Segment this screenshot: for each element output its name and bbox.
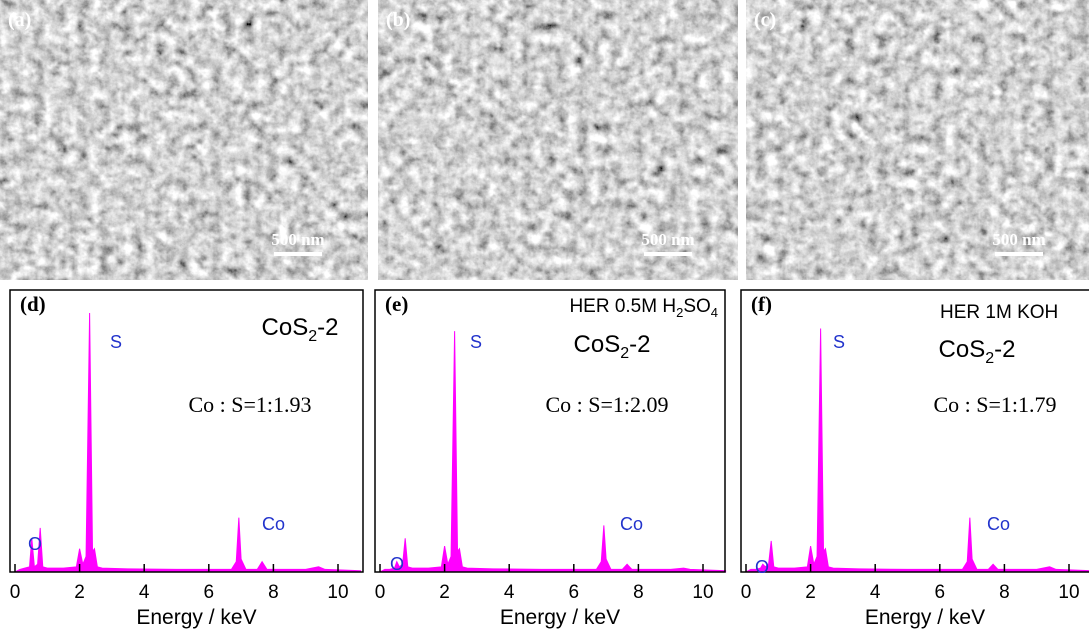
label-part: 2 [985, 350, 994, 367]
compound-label: CoS2-2 [939, 336, 1016, 367]
ratio-label: Co : S=1:2.09 [545, 392, 668, 417]
scale-bar-label: 500 nm [271, 230, 324, 249]
label-part: CoS [262, 314, 309, 341]
peak-label: S [833, 332, 845, 352]
x-tick-label: 10 [327, 582, 348, 603]
peak-label: O [755, 557, 769, 577]
panel-label: (e) [385, 292, 408, 316]
label-part: CoS [939, 336, 986, 363]
x-tick-label: 0 [10, 582, 21, 603]
x-axis-label: Energy / keV [865, 606, 985, 629]
x-tick-label: 0 [375, 582, 386, 603]
x-tick-label: 10 [692, 582, 713, 603]
plot-frame [740, 289, 1089, 573]
label-part: 2 [676, 305, 683, 320]
label-part: -2 [317, 314, 338, 341]
sem-image [378, 0, 738, 280]
spectrum-area [379, 331, 727, 573]
x-tick-label: 2 [439, 582, 450, 603]
x-tick-label: 2 [74, 582, 85, 603]
peak-label: Co [262, 514, 285, 534]
peak-label: S [470, 332, 482, 352]
panel-label: (d) [20, 292, 46, 316]
peak-label: Co [620, 514, 643, 534]
scale-bar-label: 500 nm [641, 230, 694, 249]
sem-image [0, 0, 368, 280]
plot-frame [374, 289, 726, 573]
x-tick-label: 10 [1058, 582, 1079, 603]
sem-image [746, 0, 1089, 280]
panel-label: (a) [8, 9, 31, 31]
label-part: -2 [994, 336, 1015, 363]
x-tick-label: 6 [935, 582, 946, 603]
peak-label: S [110, 332, 122, 352]
condition-label: HER 1M KOH [940, 302, 1058, 323]
label-part: 2 [308, 328, 317, 345]
ratio-label: Co : S=1:1.93 [188, 392, 311, 417]
peak-label: O [28, 534, 42, 554]
x-tick-label: 4 [139, 582, 150, 603]
x-tick-label: 8 [999, 582, 1010, 603]
spectrum-area [745, 328, 1089, 573]
scale-bar [995, 252, 1043, 256]
panel-label: (c) [754, 9, 776, 31]
scale-bar [274, 252, 322, 256]
label-part: HER 0.5M H [569, 296, 676, 317]
x-tick-label: 4 [870, 582, 881, 603]
label-part: 4 [711, 305, 718, 320]
x-tick-label: 4 [504, 582, 515, 603]
x-tick-label: 8 [633, 582, 644, 603]
peak-label: O [390, 554, 404, 574]
x-tick-label: 0 [741, 582, 752, 603]
condition-label: HER 0.5M H2SO4 [569, 296, 718, 320]
x-axis-label: Energy / keV [500, 606, 620, 629]
ratio-label: Co : S=1:1.79 [933, 392, 1056, 417]
label-part: CoS [574, 331, 621, 358]
label-part: -2 [629, 331, 650, 358]
x-tick-label: 6 [204, 582, 215, 603]
label-part: 2 [620, 345, 629, 362]
plot-frame [9, 289, 364, 573]
scale-bar [644, 252, 692, 256]
panel-label: (b) [386, 9, 410, 31]
label-part: HER 1M KOH [940, 302, 1058, 323]
label-part: SO [683, 296, 710, 317]
peak-label: Co [987, 514, 1010, 534]
x-tick-label: 8 [268, 582, 279, 603]
scale-bar-label: 500 nm [992, 230, 1045, 249]
spectrum-area [14, 312, 362, 573]
x-tick-label: 2 [805, 582, 816, 603]
compound-label: CoS2-2 [262, 314, 339, 345]
x-axis-label: Energy / keV [136, 606, 256, 629]
x-tick-label: 6 [569, 582, 580, 603]
panel-label: (f) [751, 292, 772, 316]
compound-label: CoS2-2 [574, 331, 651, 362]
